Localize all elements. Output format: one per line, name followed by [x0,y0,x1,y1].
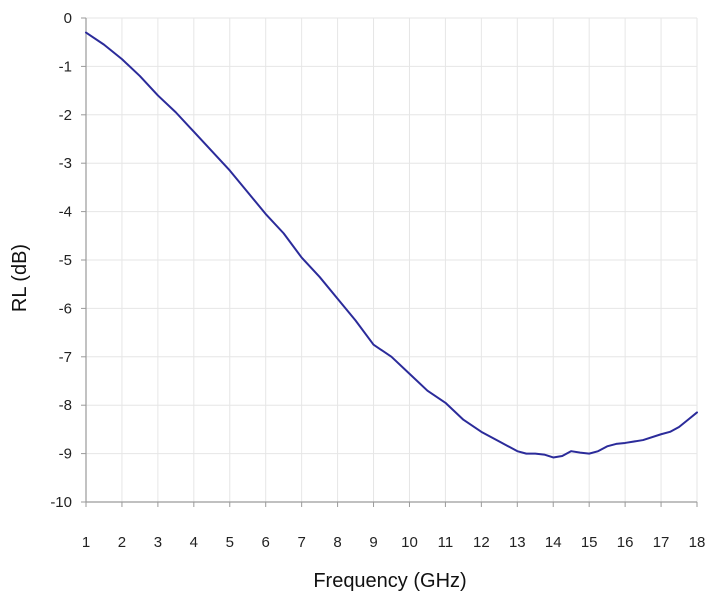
y-tick-label: -5 [59,252,72,269]
series-line-0 [85,31,698,459]
x-tick-label: 4 [190,534,198,551]
x-tick-label: 1 [82,534,90,551]
y-tick-label: -1 [59,58,72,75]
x-tick-label: 8 [333,534,341,551]
y-tick-label: -9 [59,446,72,463]
x-tick-label: 17 [653,534,670,551]
y-tick-label: -7 [59,349,72,366]
x-tick-label: 5 [226,534,234,551]
x-tick-label: 14 [545,534,562,551]
y-tick-label: -2 [59,107,72,124]
x-tick-label: 6 [262,534,270,551]
x-tick-label: 2 [118,534,126,551]
ticks-layer: 1 2 3 4 5 6 7 8 9 10 11 12 13 14 15 16 17 180-1-2-3-4-5-6… [50,10,705,551]
x-tick-label: 3 [154,534,162,551]
y-tick-label: -4 [59,204,72,221]
x-tick-label: 10 [401,534,418,551]
x-tick-label: 13 [509,534,526,551]
y-tick-label: -8 [59,397,72,414]
x-tick-label: 9 [369,534,377,551]
y-tick-label: -10 [50,494,72,511]
x-axis-title: Frequency (GHz) [313,570,466,592]
series-layer [85,31,698,459]
x-tick-label: 7 [297,534,305,551]
y-tick-label: -6 [59,300,72,317]
y-axis-title: RL (dB) [9,244,31,312]
x-tick-label: 18 [689,534,706,551]
grid-layer [85,17,698,503]
y-tick-label: 0 [64,10,72,27]
x-tick-label: 15 [581,534,598,551]
x-tick-label: 12 [473,534,490,551]
y-tick-label: -3 [59,155,72,172]
x-tick-label: 11 [438,534,454,551]
x-tick-label: 16 [617,534,634,551]
